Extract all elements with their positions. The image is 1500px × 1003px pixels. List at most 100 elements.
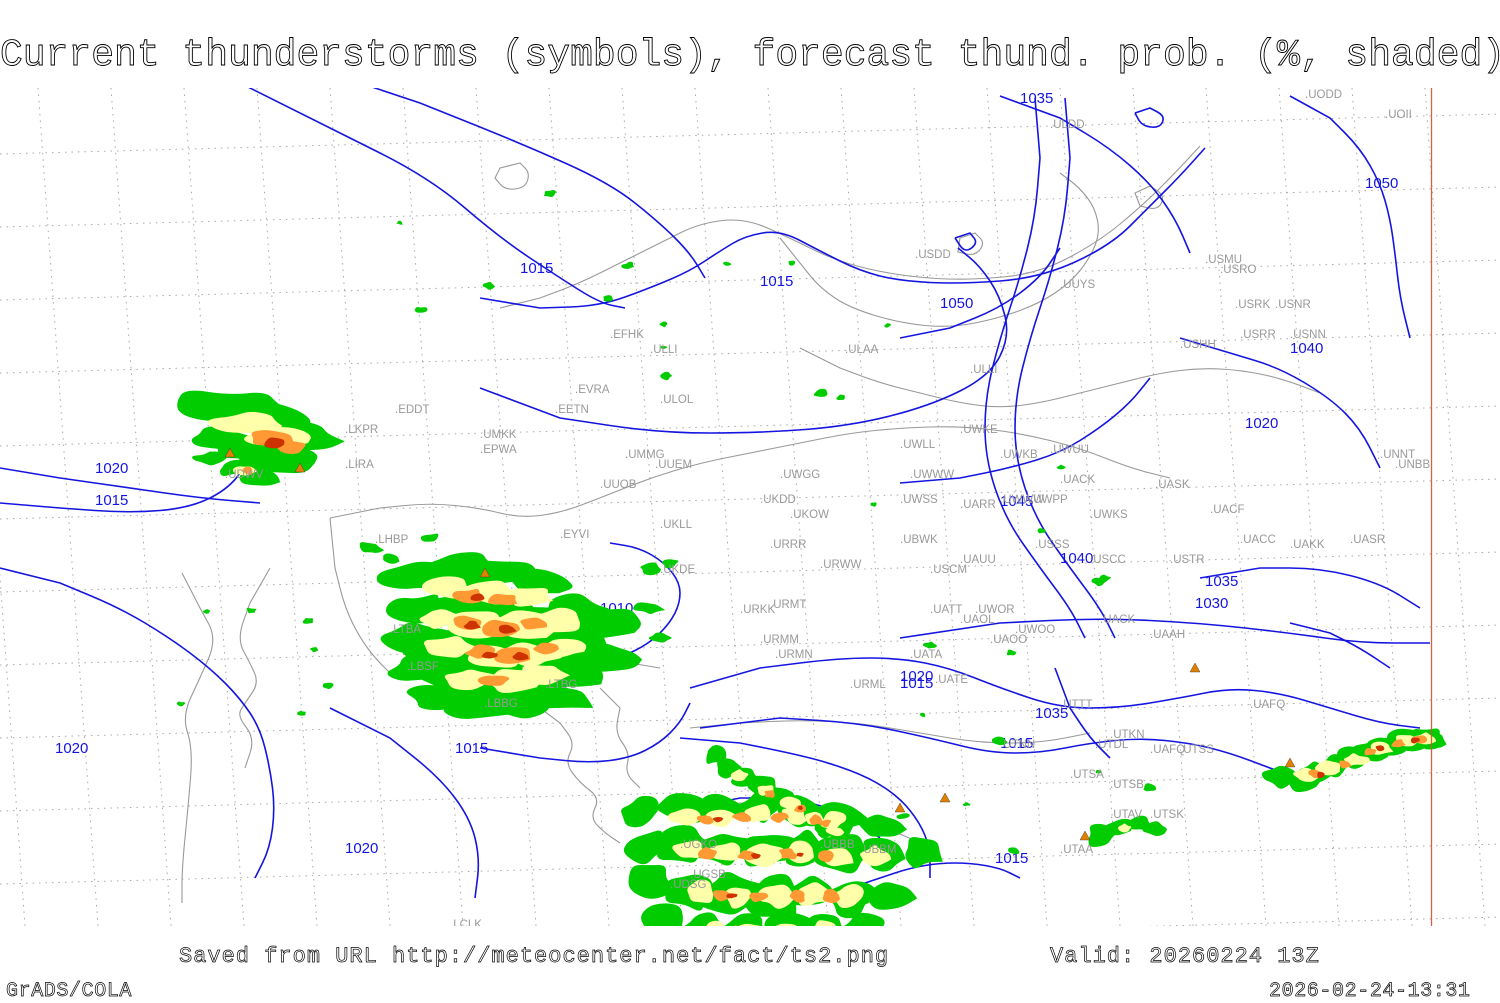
svg-text:.UTAV: .UTAV (1110, 809, 1142, 821)
svg-text:1020: 1020 (55, 740, 88, 757)
svg-text:.LBSF: .LBSF (407, 661, 439, 673)
svg-text:1040: 1040 (1290, 340, 1323, 357)
svg-text:.UKDE: .UKDE (660, 564, 695, 576)
svg-text:.UACF: .UACF (1210, 504, 1245, 516)
svg-text:.UBBM: .UBBM (860, 844, 896, 856)
svg-text:.UAKK: .UAKK (1290, 539, 1325, 551)
svg-text:.UKDD: .UKDD (760, 494, 796, 506)
svg-text:.ULOL: .ULOL (660, 394, 694, 406)
svg-text:.UTAA: .UTAA (1060, 844, 1093, 856)
svg-text:.UATA: .UATA (910, 649, 942, 661)
svg-text:1020: 1020 (345, 840, 378, 857)
svg-text:.UTSA: .UTSA (1070, 769, 1104, 781)
svg-text:1015: 1015 (520, 260, 553, 277)
svg-text:.URWW: .URWW (820, 559, 861, 571)
svg-text:.UAFQ: .UAFQ (1250, 699, 1285, 711)
svg-text:.UUEM: .UUEM (655, 459, 692, 471)
svg-text:.LTBG: .LTBG (545, 679, 577, 691)
svg-text:.LTBA: .LTBA (390, 624, 421, 636)
svg-text:.UAAH: .UAAH (1150, 629, 1185, 641)
svg-text:.UTNN: .UTNN (1000, 739, 1035, 751)
svg-text:.URRR: .URRR (770, 539, 806, 551)
svg-text:.URML: .URML (850, 679, 886, 691)
svg-text:.UWGG: .UWGG (780, 469, 820, 481)
svg-text:.UWKS: .UWKS (1090, 509, 1128, 521)
svg-text:.UGKO: .UGKO (680, 839, 717, 851)
svg-text:.EETN: .EETN (555, 404, 589, 416)
svg-text:.USHH: .USHH (1180, 339, 1216, 351)
svg-text:.UWWW: .UWWW (910, 469, 954, 481)
svg-text:.USSS: .USSS (1035, 539, 1070, 551)
svg-text:.EVRA: .EVRA (575, 384, 610, 396)
svg-text:.UKOW: .UKOW (790, 509, 829, 521)
svg-text:.UWLL: .UWLL (900, 439, 936, 451)
svg-text:.UASK: .UASK (1155, 479, 1190, 491)
svg-text:.UWKE: .UWKE (960, 424, 998, 436)
svg-text:.UWOO: .UWOO (1015, 624, 1055, 636)
svg-text:.UTTT: .UTTT (1060, 699, 1093, 711)
svg-text:.URMT: .URMT (770, 599, 806, 611)
svg-text:.USDD: .USDD (915, 249, 951, 261)
svg-text:.USNN: .USNN (1290, 329, 1326, 341)
svg-text:.UDSG: .UDSG (670, 879, 706, 891)
svg-text:.UWWW: .UWWW (1000, 494, 1044, 506)
svg-text:.LHBP: .LHBP (375, 534, 409, 546)
svg-text:.UMKK: .UMKK (480, 429, 517, 441)
svg-text:.ULLI: .ULLI (650, 344, 678, 356)
svg-text:.UTSK: .UTSK (1150, 809, 1184, 821)
svg-text:1020: 1020 (1245, 415, 1278, 432)
svg-text:.LKPR: .LKPR (345, 424, 378, 436)
svg-text:.UKLL: .UKLL (660, 519, 693, 531)
svg-text:.UWKB: .UWKB (1000, 449, 1038, 461)
svg-text:.URMN: .URMN (775, 649, 813, 661)
svg-text:.UUYS: .UUYS (1060, 279, 1095, 291)
svg-text:.UODD: .UODD (1305, 89, 1342, 101)
svg-text:.ULAA: .ULAA (845, 344, 879, 356)
svg-text:.USRO: .USRO (1220, 264, 1256, 276)
svg-text:.UARR: .UARR (960, 499, 996, 511)
svg-text:.ULLI: .ULLI (970, 364, 998, 376)
svg-text:1040: 1040 (1060, 550, 1093, 567)
svg-text:1015: 1015 (455, 740, 488, 757)
svg-text:.UACK: .UACK (1060, 474, 1095, 486)
svg-text:.USRK: .USRK (1235, 299, 1270, 311)
svg-text:.USRR: .USRR (1240, 329, 1276, 341)
svg-text:.UBBB: .UBBB (820, 839, 855, 851)
svg-text:.UUOB: .UUOB (600, 479, 637, 491)
svg-text:.UTKN: .UTKN (1110, 729, 1145, 741)
svg-text:.URMM: .URMM (760, 634, 799, 646)
svg-text:.LCLK: .LCLK (450, 919, 482, 926)
svg-text:1035: 1035 (1020, 90, 1053, 107)
svg-text:.UOII: .UOII (1385, 109, 1412, 121)
svg-text:.EDDT: .EDDT (395, 404, 430, 416)
svg-text:.ULDD: .ULDD (1050, 119, 1085, 131)
svg-text:.USNR: .USNR (1275, 299, 1311, 311)
svg-text:.LIRA: .LIRA (345, 459, 374, 471)
svg-text:.UATE: .UATE (935, 674, 968, 686)
svg-text:1015: 1015 (95, 492, 128, 509)
svg-text:.UAUU: .UAUU (960, 554, 996, 566)
svg-text:.EPWA: .EPWA (480, 444, 517, 456)
svg-text:1030: 1030 (1195, 595, 1228, 612)
svg-text:.UNBB: .UNBB (1395, 459, 1430, 471)
svg-text:.USCC: .USCC (1090, 554, 1126, 566)
svg-text:.EYVI: .EYVI (560, 529, 589, 541)
svg-text:.UATT: .UATT (930, 604, 962, 616)
svg-text:.UTSS: .UTSS (1180, 744, 1214, 756)
svg-text:.UTSB: .UTSB (1110, 779, 1144, 791)
svg-text:.UBWK: .UBWK (900, 534, 938, 546)
svg-text:.UWSS: .UWSS (900, 494, 938, 506)
svg-text:1020: 1020 (95, 460, 128, 477)
svg-text:.UASR: .UASR (1350, 534, 1385, 546)
svg-text:1050: 1050 (1365, 175, 1398, 192)
svg-text:.EFHK: .EFHK (610, 329, 644, 341)
svg-text:.UACK: .UACK (1100, 614, 1135, 626)
svg-text:.UWUU: .UWUU (1050, 444, 1089, 456)
svg-text:1035: 1035 (1205, 573, 1238, 590)
svg-text:1015: 1015 (900, 675, 933, 692)
svg-text:.UACC: .UACC (1240, 534, 1276, 546)
svg-text:.LBBG: .LBBG (484, 698, 518, 710)
svg-text:.USTR: .USTR (1170, 554, 1205, 566)
svg-text:1050: 1050 (940, 295, 973, 312)
svg-text:1015: 1015 (760, 273, 793, 290)
